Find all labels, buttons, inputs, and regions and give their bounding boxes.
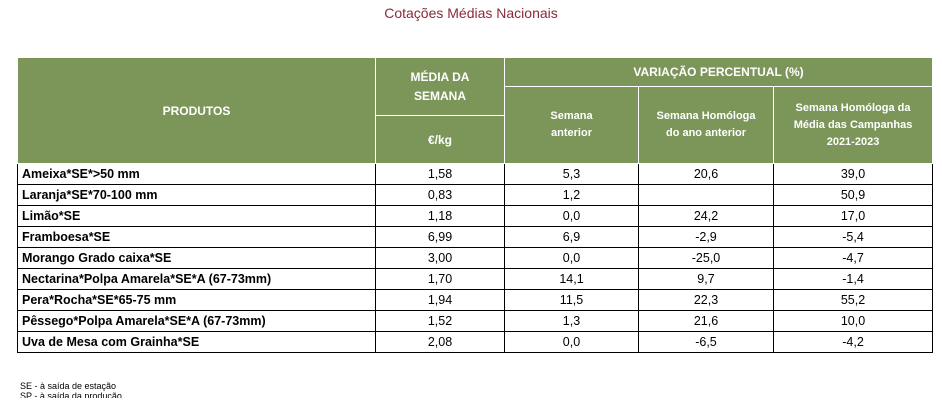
header-homologa-ano: Semana Homóloga do ano anterior	[638, 86, 774, 164]
semana-anterior-value: 1,2	[504, 184, 639, 206]
homologa-ano-value: 22,3	[638, 289, 774, 311]
footnote-sp: SP - à saída da produção	[20, 391, 122, 398]
table-row: Nectarina*Polpa Amarela*SE*A (67-73mm) 1…	[17, 268, 934, 290]
table-row: Ameixa*SE*>50 mm 1,58 5,3 20,6 39,0	[17, 163, 934, 185]
header-variacao: VARIAÇÃO PERCENTUAL (%)	[503, 57, 934, 87]
media-value: 3,00	[375, 247, 505, 269]
header-media-semana: MÉDIA DA SEMANA	[375, 57, 505, 116]
media-value: 6,99	[375, 226, 505, 248]
header-unit: €/kg	[375, 115, 505, 164]
homologa-ano-value: -25,0	[638, 247, 774, 269]
semana-anterior-value: 6,9	[504, 226, 639, 248]
semana-anterior-value: 1,3	[504, 310, 639, 332]
homologa-campanhas-value: -4,7	[772, 247, 934, 269]
media-value: 1,58	[375, 163, 505, 185]
header-homologa-camp-line3: 2021-2023	[826, 135, 880, 148]
table-row: Pera*Rocha*SE*65-75 mm 1,94 11,5 22,3 55…	[17, 289, 934, 311]
header-homologa-camp-line1: Semana Homóloga da	[795, 101, 911, 114]
header-homologa-campanhas: Semana Homóloga da Média das Campanhas 2…	[772, 86, 934, 164]
product-name: Laranja*SE*70-100 mm	[17, 184, 376, 206]
homologa-campanhas-value: 17,0	[772, 205, 934, 227]
homologa-campanhas-value: -4,2	[772, 331, 934, 353]
homologa-ano-value: -6,5	[638, 331, 774, 353]
footnote-se: SE - à saída de estação	[20, 381, 117, 391]
table-row: Morango Grado caixa*SE 3,00 0,0 -25,0 -4…	[17, 247, 934, 269]
product-name: Pêssego*Polpa Amarela*SE*A (67-73mm)	[17, 310, 376, 332]
table-row: Pêssego*Polpa Amarela*SE*A (67-73mm) 1,5…	[17, 310, 934, 332]
product-name: Uva de Mesa com Grainha*SE	[17, 331, 376, 353]
media-value: 2,08	[375, 331, 505, 353]
header-media-line1: MÉDIA DA	[410, 69, 470, 84]
product-name: Pera*Rocha*SE*65-75 mm	[17, 289, 376, 311]
homologa-campanhas-value: -5,4	[772, 226, 934, 248]
header-homologa-ano-line2: do ano anterior	[665, 127, 747, 139]
semana-anterior-value: 0,0	[504, 247, 639, 269]
page-title: Cotações Médias Nacionais	[384, 5, 558, 21]
header-homologa-ano-line1: Semana Homóloga	[656, 110, 756, 122]
homologa-campanhas-value: -1,4	[772, 268, 934, 290]
homologa-ano-value: 24,2	[638, 205, 774, 227]
semana-anterior-value: 0,0	[504, 205, 639, 227]
table-row: Limão*SE 1,18 0,0 24,2 17,0	[17, 205, 934, 227]
homologa-ano-value: 20,6	[638, 163, 774, 185]
product-name: Morango Grado caixa*SE	[17, 247, 376, 269]
product-name: Nectarina*Polpa Amarela*SE*A (67-73mm)	[17, 268, 376, 290]
table-row: Laranja*SE*70-100 mm 0,83 1,2 50,9	[17, 184, 934, 206]
media-value: 1,52	[375, 310, 505, 332]
homologa-campanhas-value: 55,2	[772, 289, 934, 311]
quotes-table: PRODUTOS MÉDIA DA SEMANA VARIAÇÃO PERCEN…	[17, 57, 934, 353]
media-value: 1,70	[375, 268, 505, 290]
header-homologa-camp-line2: Média das Campanhas	[793, 118, 913, 131]
media-value: 0,83	[375, 184, 505, 206]
header-semana-anterior: Semana anterior	[504, 86, 639, 164]
media-value: 1,94	[375, 289, 505, 311]
homologa-ano-value: 9,7	[638, 268, 774, 290]
semana-anterior-value: 14,1	[504, 268, 639, 290]
homologa-campanhas-value: 10,0	[772, 310, 934, 332]
homologa-ano-value: -2,9	[638, 226, 774, 248]
product-name: Framboesa*SE	[17, 226, 376, 248]
media-value: 1,18	[375, 205, 505, 227]
semana-anterior-value: 11,5	[504, 289, 639, 311]
homologa-ano-value: 21,6	[638, 310, 774, 332]
homologa-campanhas-value: 50,9	[772, 184, 934, 206]
homologa-ano-value	[638, 184, 774, 206]
header-semana-anterior-line1: Semana	[550, 110, 593, 122]
table-row: Framboesa*SE 6,99 6,9 -2,9 -5,4	[17, 226, 934, 248]
header-semana-anterior-line2: anterior	[551, 127, 592, 139]
semana-anterior-value: 0,0	[504, 331, 639, 353]
product-name: Ameixa*SE*>50 mm	[17, 163, 376, 185]
product-name: Limão*SE	[17, 205, 376, 227]
semana-anterior-value: 5,3	[504, 163, 639, 185]
table-row: Uva de Mesa com Grainha*SE 2,08 0,0 -6,5…	[17, 331, 934, 353]
header-produtos: PRODUTOS	[17, 57, 376, 164]
header-media-line2: SEMANA	[413, 88, 466, 103]
homologa-campanhas-value: 39,0	[772, 163, 934, 185]
